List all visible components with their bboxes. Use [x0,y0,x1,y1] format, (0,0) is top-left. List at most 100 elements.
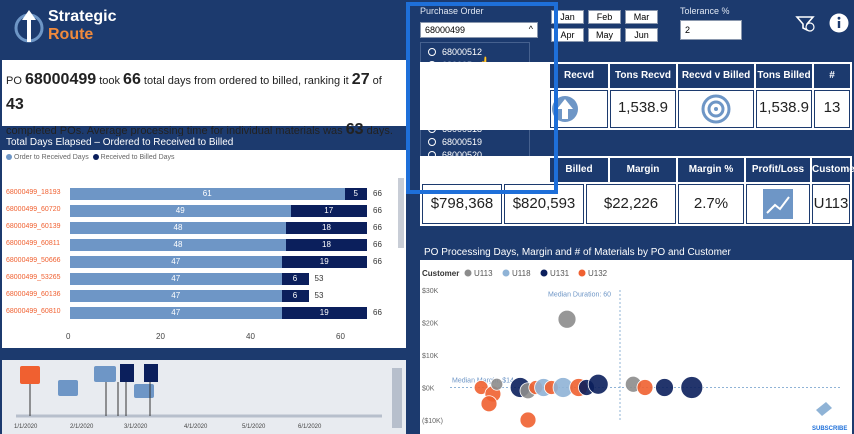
dropdown-item[interactable]: 68000519 [421,136,529,149]
timeline-date: 5/1/2020 [242,424,266,430]
legend-dot-icon [92,154,99,161]
bar-received-to-billed[interactable]: 19 [281,307,367,319]
bar-total-label: 66 [373,257,382,266]
bar-row: 68000499_18193 61 5 66 [2,188,406,200]
bar-total-label: 66 [373,308,382,317]
bar-row: 68000499_60811 48 18 66 [2,239,406,251]
chart-title: Total Days Elapsed – Ordered to Received… [2,136,406,150]
bar-received-to-billed[interactable]: 5 [344,188,367,200]
bar-category-label[interactable]: 68000499_18193 [6,189,61,196]
selected-po: 68000499 [425,25,466,35]
bar-row: 68000499_60139 48 18 66 [2,222,406,234]
bar-total-label: 66 [373,240,382,249]
bar-category-label[interactable]: 68000499_50666 [6,257,61,264]
bar-total-label: 66 [373,223,382,232]
legend-label: U131 [550,269,570,278]
summary-text: completed POs. Average processing time f… [6,125,346,137]
legend-label: U118 [512,269,531,278]
invoice-icon [120,364,134,382]
month-jan-button[interactable]: Jan [551,10,584,24]
month-may-button[interactable]: May [588,28,621,42]
timeline-date: 6/1/2020 [298,424,322,430]
logo-text-strategic: Strategic [48,8,117,25]
scatter-point [636,379,654,396]
x-tick-label: 20 [156,332,165,341]
bar-received-to-billed[interactable]: 17 [290,205,367,217]
bar-order-to-received[interactable]: 49 [70,205,291,217]
timeline-scrollbar[interactable] [392,368,402,428]
bar-category-label[interactable]: 68000499_60136 [6,291,61,298]
kpi-table-tons: Recvd Tons Recvd Recvd v Billed Tons Bil… [420,62,852,130]
filter-clear-icon[interactable] [794,12,816,34]
bar-category-label[interactable]: 68000499_53265 [6,274,61,281]
bar-order-to-received[interactable]: 47 [70,307,282,319]
month-jun-button[interactable]: Jun [625,28,658,42]
chevron-up-icon: ^ [528,24,533,34]
bar-total-label: 53 [314,274,324,283]
info-icon[interactable] [828,12,850,34]
bar-order-to-received[interactable]: 61 [70,188,345,200]
bar-order-to-received[interactable]: 47 [70,273,282,285]
scatter-point [680,376,704,399]
kpi-cell: $820,593 [504,184,584,224]
x-tick-label: 60 [336,332,345,341]
bar-category-label[interactable]: 68000499_60810 [6,308,61,315]
purchase-order-select[interactable]: 68000499 ^ [420,22,538,38]
bar-total-label: 53 [314,291,324,300]
arrow-up-circle-icon [552,96,578,122]
invoice-icon [144,364,158,382]
scrollbar-thumb[interactable] [398,178,404,248]
bar-received-to-billed[interactable]: 19 [281,256,367,268]
month-apr-button[interactable]: Apr [551,28,584,42]
scatter-point [557,309,577,329]
month-mar-button[interactable]: Mar [625,10,658,24]
truck-icon [134,384,154,398]
bar-category-label[interactable]: 68000499_60139 [6,223,61,230]
dropdown-item[interactable]: 68000512 [421,46,529,59]
summary-text: of [369,75,382,87]
chart-legend: Order to Received Days Received to Bille… [2,150,406,165]
kpi-header: Margin [610,158,676,182]
summary-text: total days from ordered to billed, ranki… [140,75,352,87]
bar-category-label[interactable]: 68000499_60811 [6,240,60,247]
bar-total-label: 66 [373,189,382,198]
tolerance-input[interactable]: 2 [680,20,742,40]
bar-received-to-billed[interactable]: 18 [286,239,367,251]
tons-recvd-value: 1,538.9 [617,99,669,116]
bar-order-to-received[interactable]: 48 [70,239,286,251]
materials-count-value: 13 [823,99,841,116]
target-icon [701,94,731,124]
legend-label: U132 [588,269,608,278]
summary-text: took [96,75,124,87]
legend-dot-icon [502,269,510,277]
legend-dot-icon [464,269,472,277]
timeline-date: 4/1/2020 [184,424,208,430]
radio-icon [428,48,436,57]
summary-po: 68000499 [24,71,97,88]
kpi-header: Recvd v Billed [678,64,754,88]
kpi-cell [550,90,608,128]
bar-total-label: 66 [373,206,382,215]
legend-title: Customer [422,269,459,278]
kpi-header: Tons Billed [756,64,812,88]
bar-order-to-received[interactable]: 47 [70,290,282,302]
kpi-cell: 13 [814,90,850,128]
kpi-header: # Mater. [814,64,850,105]
bar-order-to-received[interactable]: 48 [70,222,286,234]
bar-received-to-billed[interactable]: 18 [286,222,367,234]
bar-row: 68000499_60720 49 17 66 [2,205,406,217]
bar-category-label[interactable]: 68000499_60720 [6,206,61,213]
truck-icon [94,366,116,382]
bar-row: 68000499_60810 47 19 66 [2,307,406,319]
tolerance-title: Tolerance % [680,6,730,16]
kpi-cell [746,184,810,224]
bar-received-to-billed[interactable]: 6 [281,290,309,302]
bar-order-to-received[interactable]: 47 [70,256,282,268]
y-tick-label: $20K [422,321,439,328]
legend-dot-icon [6,154,12,161]
tons-billed-value: 1,538.9 [758,99,810,116]
month-feb-button[interactable]: Feb [588,10,621,24]
billed-value: $820,593 [512,195,576,212]
kpi-header: Customer [812,158,854,182]
bar-received-to-billed[interactable]: 6 [281,273,309,285]
